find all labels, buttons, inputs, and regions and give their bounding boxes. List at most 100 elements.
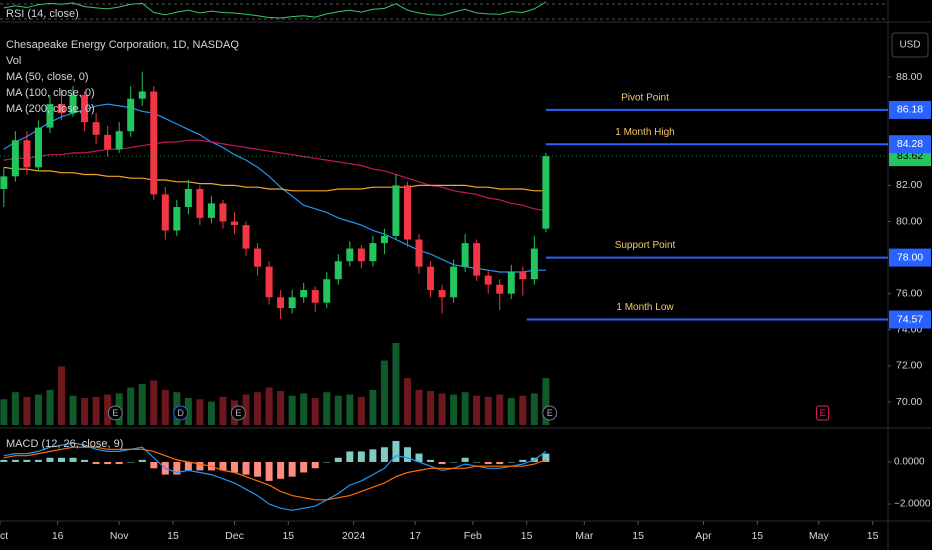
candle-body: [127, 98, 135, 132]
candle-body: [438, 290, 446, 298]
volume-legend: Vol: [6, 55, 21, 67]
level-name: Support Point: [615, 240, 676, 251]
macd-histogram-bar: [334, 457, 342, 462]
event-badge: [173, 405, 189, 421]
volume-bar: [369, 389, 377, 425]
candle-body: [207, 203, 215, 218]
volume-bar: [288, 395, 296, 425]
candle-body: [11, 140, 19, 177]
x-tick-label: 17: [409, 530, 421, 542]
ma-legend: MA (100, close, 0): [6, 87, 95, 99]
volume-bar: [427, 391, 435, 425]
candle-body: [115, 131, 123, 150]
x-tick-label: May: [809, 530, 830, 542]
legend: RSI (14, close) Chesapeake Energy Corpor…: [6, 8, 929, 450]
candle-body: [196, 188, 204, 218]
x-tick-label: Mar: [575, 530, 594, 542]
volume-bar: [184, 398, 192, 425]
macd-histogram-bar: [380, 447, 388, 462]
x-tick-label: 16: [52, 530, 64, 542]
level-name: 1 Month Low: [616, 302, 674, 313]
macd-histogram-bar: [311, 461, 319, 469]
candle-body: [427, 266, 435, 291]
candle-body: [484, 275, 492, 285]
macd-histogram-bar: [507, 461, 515, 463]
volume-bar: [150, 380, 158, 425]
macd-histogram-bar: [277, 461, 285, 479]
macd-histogram-bar: [254, 461, 262, 477]
volume-bar: [519, 395, 527, 425]
volume-bar: [138, 384, 146, 425]
macd-histogram-bar: [230, 461, 238, 473]
candle-body: [450, 266, 458, 298]
x-tick-label: 15: [867, 530, 879, 542]
level-price-label: 74.57: [897, 313, 923, 325]
candle-body: [138, 91, 146, 99]
level-name: 1 Month High: [615, 127, 674, 138]
volume-bar: [242, 394, 250, 425]
rsi-legend: RSI (14, close): [6, 8, 79, 20]
y-tick-label: 76.00: [896, 287, 922, 299]
level-price-label: 86.18: [897, 104, 923, 116]
volume-bar: [530, 393, 538, 425]
candle-body: [461, 243, 469, 267]
candle-body: [0, 176, 8, 189]
x-tick-label: 15: [167, 530, 179, 542]
ma-legend: MA (50, close, 0): [6, 71, 89, 83]
candle-body: [23, 140, 31, 168]
x-tick-label: 15: [521, 530, 533, 542]
volume-bar: [461, 392, 469, 425]
volume-bar: [81, 398, 89, 425]
volume-bar: [23, 396, 31, 425]
volume-bar: [46, 389, 54, 425]
x-tick-label: Oct: [0, 530, 8, 542]
event-badge: [816, 405, 830, 421]
level-name: Pivot Point: [621, 93, 669, 104]
candle-body: [380, 235, 388, 244]
volume-bar: [415, 389, 423, 425]
candle-body: [507, 272, 515, 294]
candle-body: [323, 279, 331, 303]
macd-histogram-bar: [427, 459, 435, 462]
candle-body: [473, 243, 481, 276]
volume-bar: [507, 398, 515, 425]
volume-bar: [34, 394, 42, 425]
candle-body: [104, 134, 112, 150]
macd-histogram-bar: [138, 459, 146, 462]
currency[interactable]: USD: [899, 40, 920, 51]
macd-histogram-bar: [115, 461, 123, 465]
currency-button[interactable]: [891, 32, 929, 58]
level-price-box: [889, 100, 931, 119]
macd-histogram-bar: [357, 451, 365, 462]
macd-histogram-bar: [173, 461, 181, 475]
macd-histogram-bar: [288, 461, 296, 477]
rsi-line: [3, 1, 547, 19]
macd-histogram-bar: [323, 461, 331, 463]
macd-histogram-bar: [196, 461, 204, 471]
candle-body: [415, 239, 423, 267]
event-label: E: [235, 408, 241, 418]
candle-body: [34, 127, 42, 168]
macd-histogram-bar: [496, 461, 504, 465]
macd-histogram-bar: [461, 457, 469, 462]
macd-histogram-bar: [519, 459, 527, 462]
volume-bar: [196, 399, 204, 425]
level-price-box: [889, 310, 931, 329]
macd-histogram-bar: [415, 453, 423, 462]
candle-body: [254, 248, 262, 267]
volume-bar: [0, 399, 8, 425]
volume-bar: [473, 395, 481, 425]
x-tick-label: Apr: [695, 530, 712, 542]
level-price-label: 84.28: [897, 138, 923, 150]
event-badge: [107, 405, 123, 421]
volume-bar: [357, 396, 365, 425]
macd-histogram-bar: [484, 461, 492, 465]
macd-legend: MACD (12, 26, close, 9): [6, 438, 123, 450]
candle-body: [288, 297, 296, 309]
volume-bar: [265, 387, 273, 425]
volume-bar: [438, 393, 446, 425]
candle-body: [357, 248, 365, 262]
candle-body: [69, 95, 77, 114]
